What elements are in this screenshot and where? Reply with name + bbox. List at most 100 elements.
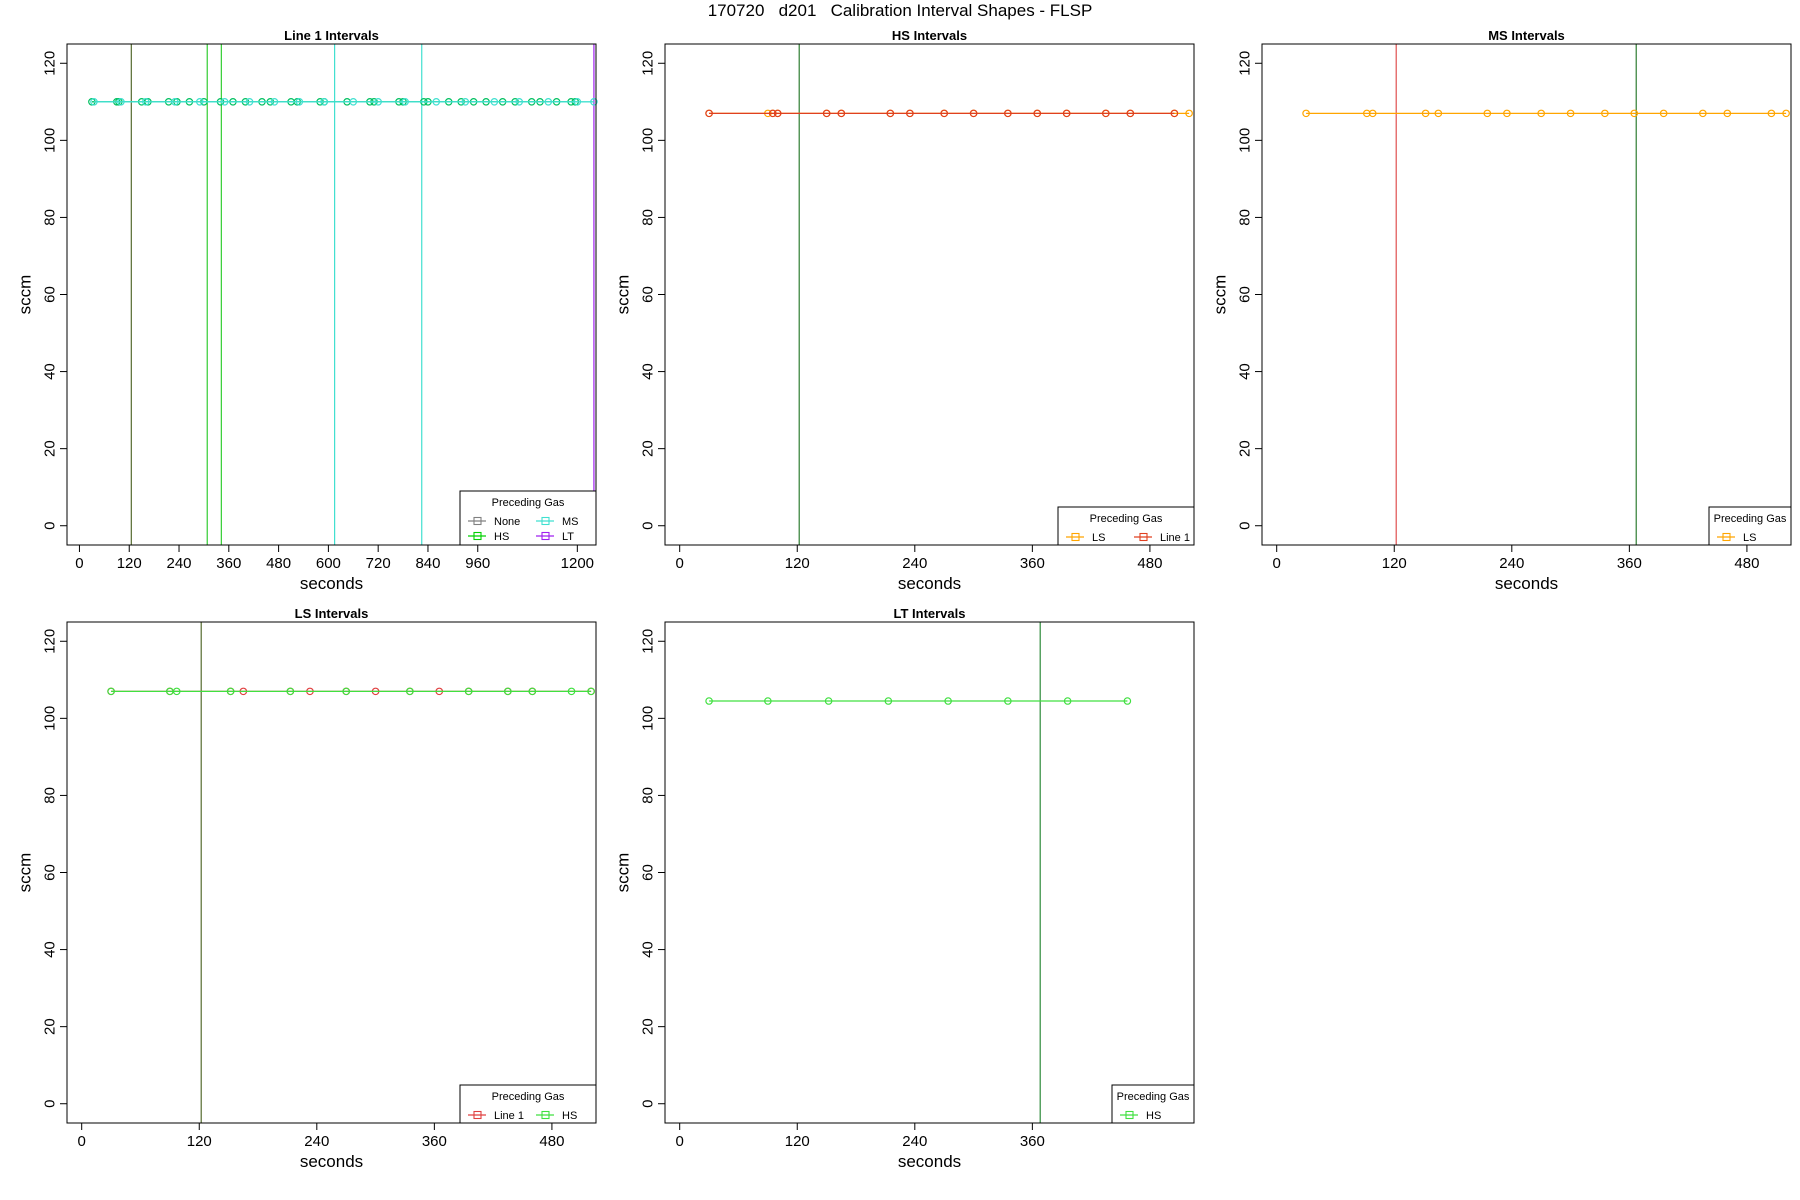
x-tick-label: 360	[1617, 555, 1642, 572]
legend-label: Line 1	[1160, 532, 1190, 544]
data-point	[587, 687, 595, 696]
x-tick-label: 480	[1734, 555, 1759, 572]
x-tick-label: 240	[304, 1133, 329, 1150]
y-tick-label: 20	[42, 1018, 59, 1035]
data-point	[1170, 109, 1179, 118]
x-tick-label: 360	[1020, 555, 1045, 572]
data-point	[107, 687, 115, 696]
y-tick-label: 80	[640, 787, 657, 804]
data-point	[342, 687, 350, 696]
y-tick-label: 40	[640, 941, 657, 958]
legend-swatch-marker	[473, 516, 482, 526]
y-tick-label: 20	[42, 440, 59, 457]
data-point	[406, 687, 414, 696]
chart-panel-3: MS Intervals 0 120 240 360 480 0 20 40 60 80 100 120…	[1211, 28, 1792, 593]
x-axis-label: seconds	[1495, 574, 1558, 593]
y-tick-label: 80	[640, 209, 657, 226]
y-tick-label: 0	[42, 522, 59, 530]
x-tick-label: 120	[187, 1133, 212, 1150]
data-point	[1503, 109, 1511, 118]
data-point	[374, 98, 382, 106]
x-tick-label: 480	[539, 1133, 564, 1150]
data-point	[171, 98, 179, 106]
x-axis-label: seconds	[300, 574, 363, 593]
y-tick-label: 80	[42, 787, 59, 804]
data-point	[567, 687, 576, 696]
data-point	[432, 98, 441, 106]
y-axis-label: sccm	[16, 275, 35, 315]
plot-frame	[664, 43, 1195, 546]
data-point	[401, 98, 409, 106]
data-point	[1368, 109, 1377, 118]
data-point	[1723, 109, 1732, 118]
data-point	[295, 98, 304, 106]
data-point	[220, 98, 229, 106]
x-tick-label: 480	[266, 555, 291, 572]
legend-label: MS	[562, 516, 579, 528]
legend-label: HS	[1146, 1110, 1161, 1122]
y-tick-label: 40	[640, 363, 657, 380]
data-point	[1566, 109, 1575, 118]
legend: Preceding Gas LS	[1708, 506, 1792, 546]
x-tick-label: 120	[1382, 555, 1407, 572]
data-point	[245, 98, 254, 106]
legend-title: Preceding Gas	[1714, 513, 1787, 525]
data-point	[764, 697, 772, 705]
data-point	[1601, 109, 1609, 118]
data-point	[90, 98, 98, 106]
data-point	[944, 697, 952, 705]
data-point	[544, 98, 553, 106]
data-point	[1123, 697, 1132, 705]
data-point	[1537, 109, 1545, 118]
x-tick-label: 840	[415, 555, 440, 572]
chart-panel-5: LT Intervals 0 120 240 360 0 20 40 60 80 100 120 sec…	[614, 606, 1195, 1171]
data-point	[768, 109, 777, 118]
legend-label: HS	[494, 531, 509, 543]
y-axis-label: sccm	[1211, 275, 1230, 315]
x-tick-label: 360	[1020, 1133, 1045, 1150]
data-point	[886, 109, 895, 118]
data-point	[705, 109, 713, 118]
legend-title: Preceding Gas	[1117, 1091, 1190, 1103]
data-point	[940, 109, 948, 118]
y-tick-label: 100	[42, 128, 59, 153]
legend-swatch-marker	[473, 531, 482, 541]
data-point	[515, 98, 524, 106]
legend-title: Preceding Gas	[492, 1091, 565, 1103]
data-point	[1062, 109, 1071, 118]
legend: Preceding Gas Line 1 HS	[459, 1084, 597, 1124]
y-tick-label: 0	[640, 1100, 657, 1108]
y-tick-label: 120	[1237, 51, 1254, 76]
y-axis-label: sccm	[614, 853, 633, 893]
legend-label: LT	[562, 531, 574, 543]
legend-swatch-marker	[473, 1110, 482, 1120]
legend-title: Preceding Gas	[1090, 513, 1163, 525]
data-point	[773, 109, 782, 118]
data-point	[1782, 109, 1790, 118]
y-tick-label: 40	[1237, 363, 1254, 380]
data-point	[837, 109, 846, 118]
data-point	[464, 687, 473, 696]
data-point	[226, 687, 235, 696]
data-point	[490, 98, 499, 106]
x-tick-label: 960	[465, 555, 490, 572]
panel-title: MS Intervals	[1488, 28, 1565, 43]
chart-panel-4: LS Intervals 0 120 240 360 480 0 20 40 60 80 100 120…	[16, 606, 597, 1171]
y-tick-label: 60	[42, 286, 59, 303]
data-point	[1185, 109, 1193, 118]
data-point	[1126, 109, 1135, 118]
legend-swatch-marker	[541, 1110, 550, 1120]
legend: Preceding Gas HS	[1111, 1084, 1195, 1124]
x-tick-label: 0	[78, 1133, 86, 1150]
data-point	[1434, 109, 1443, 118]
x-tick-label: 600	[316, 555, 341, 572]
data-point	[117, 98, 125, 106]
panel-title: LT Intervals	[893, 606, 965, 621]
plot-frame	[664, 621, 1195, 1124]
plot-frame	[66, 621, 597, 1124]
y-tick-label: 120	[42, 629, 59, 654]
data-point	[172, 687, 181, 696]
y-tick-label: 20	[640, 1018, 657, 1035]
y-tick-label: 60	[640, 864, 657, 881]
